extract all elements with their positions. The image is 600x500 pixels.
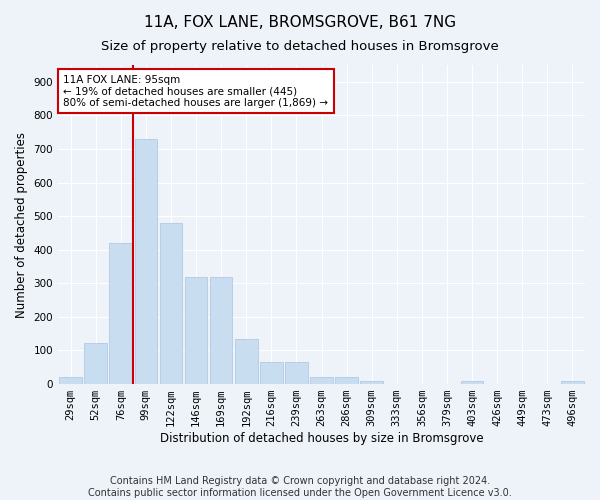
Bar — [561, 382, 584, 384]
Text: Contains HM Land Registry data © Crown copyright and database right 2024.
Contai: Contains HM Land Registry data © Crown c… — [88, 476, 512, 498]
Bar — [134, 139, 157, 384]
Bar — [109, 243, 132, 384]
Bar — [260, 362, 283, 384]
Bar — [185, 278, 208, 384]
Text: 11A FOX LANE: 95sqm
← 19% of detached houses are smaller (445)
80% of semi-detac: 11A FOX LANE: 95sqm ← 19% of detached ho… — [64, 74, 328, 108]
Bar — [461, 382, 484, 384]
Text: 11A, FOX LANE, BROMSGROVE, B61 7NG: 11A, FOX LANE, BROMSGROVE, B61 7NG — [144, 15, 456, 30]
Bar — [335, 378, 358, 384]
Bar — [285, 362, 308, 384]
Bar — [59, 378, 82, 384]
Bar — [310, 376, 333, 384]
Text: Size of property relative to detached houses in Bromsgrove: Size of property relative to detached ho… — [101, 40, 499, 53]
Bar — [160, 223, 182, 384]
Bar — [361, 380, 383, 384]
Y-axis label: Number of detached properties: Number of detached properties — [15, 132, 28, 318]
Bar — [235, 340, 257, 384]
Bar — [210, 278, 232, 384]
X-axis label: Distribution of detached houses by size in Bromsgrove: Distribution of detached houses by size … — [160, 432, 484, 445]
Bar — [85, 343, 107, 384]
